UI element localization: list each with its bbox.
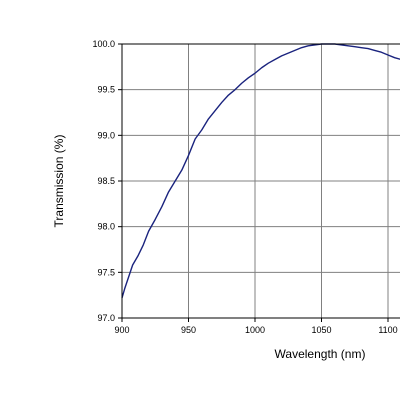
y-tick-label: 100.0 bbox=[92, 39, 115, 49]
y-tick-label: 99.5 bbox=[97, 85, 115, 95]
y-tick-label: 99.0 bbox=[97, 130, 115, 140]
x-axis-ticks: 900 950 1000 1050 1100 bbox=[114, 318, 398, 335]
y-tick-label: 98.5 bbox=[97, 176, 115, 186]
x-axis-title: Wavelength (nm) bbox=[275, 347, 366, 361]
y-tick-label: 97.5 bbox=[97, 267, 115, 277]
y-axis-ticks: 97.0 97.5 98.0 98.5 99.0 99.5 100.0 bbox=[92, 39, 122, 323]
y-tick-label: 98.0 bbox=[97, 222, 115, 232]
y-tick-label: 97.0 bbox=[97, 313, 115, 323]
grid-lines bbox=[122, 44, 400, 318]
x-tick-label: 900 bbox=[114, 325, 129, 335]
x-tick-label: 1050 bbox=[311, 325, 331, 335]
x-tick-label: 1100 bbox=[378, 325, 397, 335]
x-tick-label: 1000 bbox=[245, 325, 265, 335]
y-axis-title: Transmission (%) bbox=[52, 135, 66, 228]
transmission-curve bbox=[121, 43, 400, 299]
x-tick-label: 950 bbox=[181, 325, 196, 335]
